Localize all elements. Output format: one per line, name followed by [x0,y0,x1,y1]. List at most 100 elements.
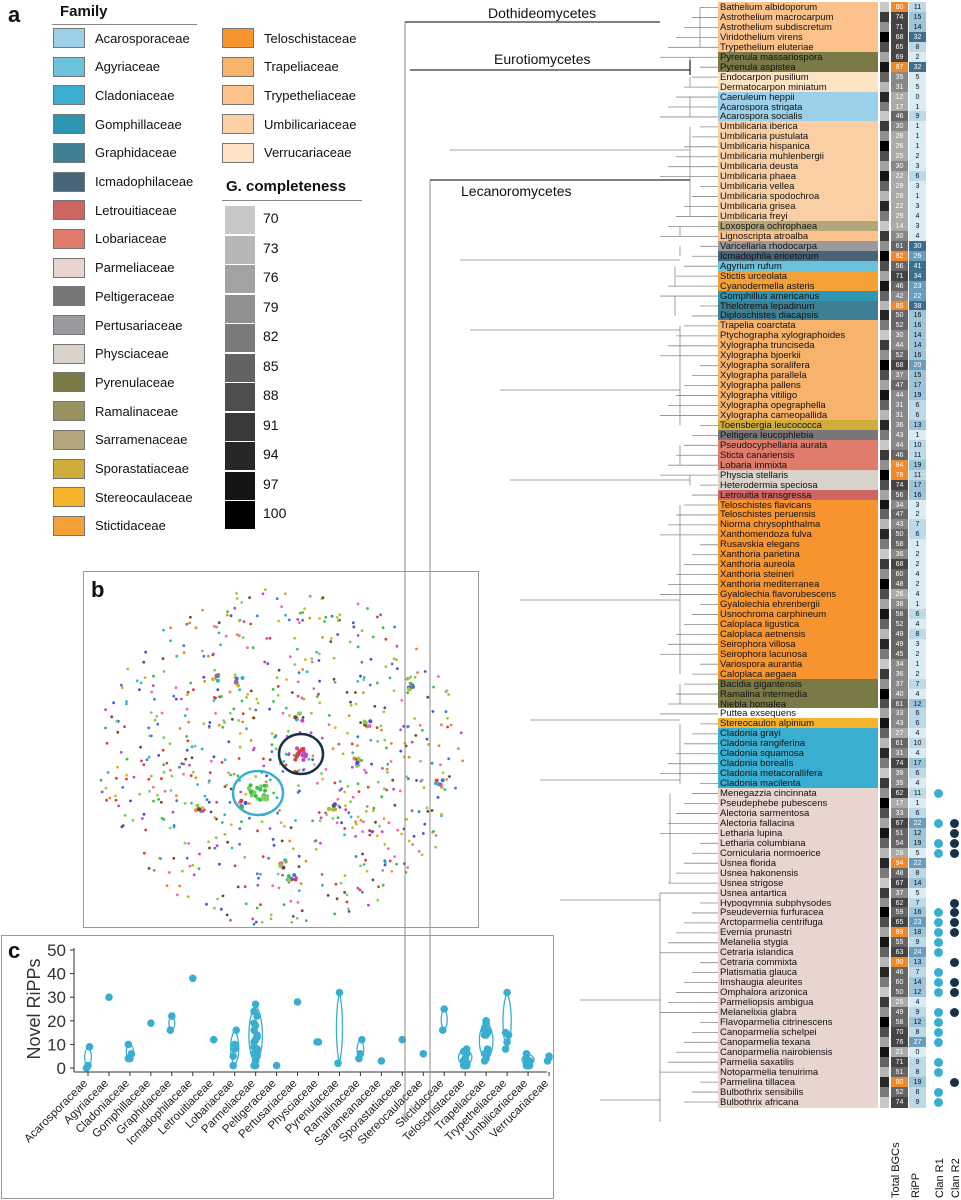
network-node [225,913,229,917]
network-node [432,685,435,689]
ripp-count-cell: 1 [909,191,926,203]
completeness-cell [880,917,889,929]
bgc-count-cell: 65 [891,917,908,929]
legend-label: Sporastatiaceae [95,461,189,476]
network-node [184,757,188,761]
species-label: Flavoparmelia citrinescens [718,1016,878,1028]
network-node [223,833,227,836]
network-node [338,805,342,809]
network-node [327,723,331,727]
completeness-cell [880,1096,889,1108]
network-node [413,675,417,679]
network-cluster-node [286,874,291,879]
network-node [337,742,341,746]
network-node [221,894,225,898]
network-node [275,597,279,600]
network-node [215,625,219,629]
network-node [190,745,194,749]
network-node [284,613,287,617]
network-node [403,862,406,865]
legend-label: Cladoniaceae [95,87,175,103]
network-node [275,676,279,680]
ripp-count-cell: 34 [909,270,926,282]
ripp-count-cell: 18 [909,927,926,939]
network-cluster-node [195,803,200,808]
legend-label: Sarramenaceae [95,432,188,448]
species-label: Platismatia glauca [718,967,878,979]
network-node [270,750,274,753]
network-node [294,819,297,822]
network-node [383,863,387,867]
violin-point [501,1045,510,1053]
network-node [350,765,354,769]
network-node [390,869,394,873]
network-node [297,768,301,772]
network-node [213,816,217,819]
clan-r1-dot [934,988,943,998]
network-node [142,660,146,664]
network-node [233,606,237,610]
legend-item-sporastatiaceae: Sporastatiaceae [53,458,189,480]
network-node [457,747,460,750]
network-node [407,839,411,843]
species-label: Viridothelium virens [718,31,878,43]
network-node [380,728,383,732]
completeness-cell [880,91,889,103]
bgc-count-cell: 74 [891,11,908,23]
network-node [315,695,319,698]
legend-label: Peltigeraceae [95,288,175,304]
legend-item-trypetheliaceae: Trypetheliaceae [222,84,356,106]
violin-point [166,1026,175,1034]
completeness-cell [880,559,889,571]
clade-label-dothideomycetes: Dothideomycetes [488,5,597,21]
network-node [348,640,352,644]
network-node [217,723,221,727]
ripp-count-cell: 12 [909,987,926,999]
network-node [407,755,411,759]
network-node [293,636,296,640]
network-node [153,718,157,722]
completeness-cell [880,987,889,999]
network-node [225,613,229,617]
network-node [194,776,198,780]
network-node [320,873,324,876]
ripp-count-cell: 12 [909,827,926,839]
ripp-count-cell: 10 [909,738,926,750]
legend-item-parmeliaceae: Parmeliaceae [53,257,175,279]
network-node [383,706,387,710]
network-node [268,758,272,762]
species-label: Acarospora strigata [718,101,878,113]
species-label: Caeruleum heppii [718,91,878,103]
network-node [229,918,232,922]
network-node [324,615,328,619]
gc-label: 73 [263,239,279,256]
network-node [218,862,221,866]
network-node [349,815,353,819]
network-node [182,762,185,766]
network-node [246,693,250,696]
ripp-count-cell: 6 [909,171,926,183]
network-node [121,786,125,789]
completeness-cell [880,380,889,392]
violin-y-tick-label: 10 [47,1035,66,1054]
network-node [267,856,270,860]
legend-label: Ramalinaceae [95,403,179,419]
network-node [454,786,457,790]
completeness-cell [880,390,889,402]
violin-point [251,1000,260,1009]
network-node [213,668,217,672]
bgc-count-cell: 78 [891,469,908,481]
network-node [272,843,276,847]
clan-r2-dot [950,918,959,928]
network-node [380,830,384,834]
network-node [223,813,227,817]
completeness-cell [880,957,889,969]
bgc-count-cell: 28 [891,191,908,203]
completeness-cell [880,350,889,362]
bgc-count-cell: 52 [891,1086,908,1098]
violin-y-tick-label: 40 [47,965,66,984]
ripp-count-cell: 12 [909,698,926,710]
network-node [376,898,380,902]
violin-point [229,1061,237,1070]
network-node [307,757,311,761]
